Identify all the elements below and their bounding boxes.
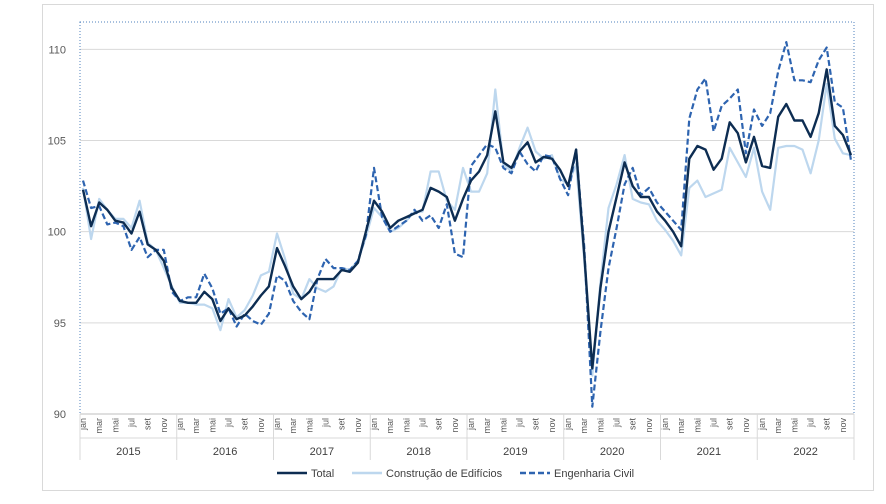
x-month-label: set (822, 418, 832, 431)
y-axis: 90 95 100 105 110 (48, 44, 66, 421)
x-month-label: jan (78, 418, 88, 431)
x-month-label: jan (272, 418, 282, 431)
x-month-label: jul (515, 418, 525, 428)
x-month-label: set (240, 418, 250, 431)
plot-area-border (79, 21, 855, 415)
x-year-label: 2021 (697, 446, 721, 458)
x-month-label: mai (304, 418, 314, 433)
x-month-label: mar (579, 418, 589, 434)
series-lines (81, 40, 853, 408)
x-month-label: mai (207, 418, 217, 433)
series-line-total (81, 68, 853, 370)
y-tick-label: 100 (48, 227, 66, 239)
x-month-label: mar (385, 418, 395, 434)
x-month-label: nov (547, 418, 557, 433)
x-month-label: set (434, 418, 444, 431)
x-month-label: nov (644, 418, 654, 433)
legend-civil-label: Engenharia Civil (554, 468, 634, 480)
x-month-label: set (337, 418, 347, 431)
x-month-label: jan (563, 418, 573, 431)
legend: Total Construção de Edifícios Engenharia… (277, 468, 634, 480)
x-month-label: mai (692, 418, 702, 433)
x-axis: jan mar mai jul set nov jan mar mai jul set nov jan m… (78, 413, 855, 460)
legend-total-label: Total (311, 468, 334, 480)
gridlines (80, 48, 854, 415)
y-tick-label: 110 (48, 44, 66, 56)
x-year-label: 2016 (213, 446, 237, 458)
x-month-label: jul (709, 418, 719, 428)
x-month-label: jul (806, 418, 816, 428)
x-month-label: mar (676, 418, 686, 434)
y-tick-label: 105 (48, 136, 66, 148)
x-month-label: nov (159, 418, 169, 433)
x-month-label: nov (353, 418, 363, 433)
x-month-label: nov (838, 418, 848, 433)
x-month-label: jan (175, 418, 185, 431)
chart-frame (42, 4, 874, 491)
x-month-label: mar (773, 418, 783, 434)
x-year-label: 2020 (600, 446, 624, 458)
legend-edificios-label: Construção de Edifícios (386, 468, 503, 480)
x-month-label: set (628, 418, 638, 431)
x-month-label: jan (466, 418, 476, 431)
x-month-label: jul (612, 418, 622, 428)
x-year-label: 2022 (793, 446, 817, 458)
x-month-label: jan (757, 418, 767, 431)
x-month-label: mar (94, 418, 104, 434)
x-month-label: mai (595, 418, 605, 433)
x-month-label: nov (741, 418, 751, 433)
y-tick-label: 90 (54, 409, 66, 421)
x-month-label: jan (660, 418, 670, 431)
x-month-label: mar (191, 418, 201, 434)
x-month-label: mar (482, 418, 492, 434)
x-month-label: mai (110, 418, 120, 433)
series-line-constru-o-de-edif-cios (81, 82, 852, 377)
x-month-label: nov (450, 418, 460, 433)
x-month-label: jul (321, 418, 331, 428)
x-month-label: nov (256, 418, 266, 433)
x-month-label: set (725, 418, 735, 431)
x-month-label: jul (224, 418, 234, 428)
x-year-label: 2019 (503, 446, 527, 458)
x-year-label: 2018 (406, 446, 430, 458)
x-month-label: set (143, 418, 153, 431)
x-month-label: mai (789, 418, 799, 433)
x-month-label: jan (369, 418, 379, 431)
x-year-label: 2017 (310, 446, 334, 458)
x-month-label: set (531, 418, 541, 431)
series-line-engenharia-civil (81, 40, 853, 408)
x-year-label: 2015 (116, 446, 140, 458)
y-tick-label: 95 (54, 318, 66, 330)
x-month-label: mai (401, 418, 411, 433)
x-month-label: jul (418, 418, 428, 428)
x-month-label: mar (288, 418, 298, 434)
x-month-label: mai (498, 418, 508, 433)
x-month-label: jul (127, 418, 137, 428)
